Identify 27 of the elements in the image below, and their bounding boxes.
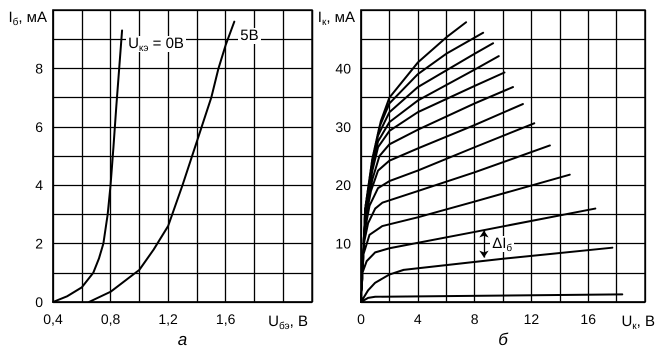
y-tick-label: 40 [335,60,352,76]
y-tick-label: 4 [35,177,44,194]
x-tick-label: 0,4 [43,311,63,327]
text: б [498,330,508,349]
y-tick-label: 20 [335,177,352,194]
x-axis-title: U$_{к}$, В [621,313,655,332]
x-tick-label: 0,8 [100,311,120,327]
annotation: ΔI$_{б}$ [490,234,514,254]
y-axis-title: I$_{к}$, мА [318,9,355,28]
y-tick-label: 8 [35,60,44,76]
y-tick-label: 2 [35,236,44,252]
x-tick-label: 16 [580,311,596,327]
y-tick-label: 6 [35,118,44,135]
x-axis-title: U$_{бэ}$, В [268,313,308,332]
x-tick-label: 1,6 [216,311,236,327]
series-label: U$_{кэ}$ = 0В [126,35,186,54]
x-tick-label: 1,2 [158,311,178,327]
y-tick-label: 30 [335,118,352,135]
series-label: 5В [238,26,261,44]
y-tick-label: 10 [335,236,352,252]
y-axis-title: I$_{б}$, мА [8,9,47,28]
x-tick-label: 4 [414,311,422,327]
text: а [178,330,188,349]
x-tick-label: 0 [357,311,366,327]
x-tick-label: 8 [470,311,479,327]
x-tick-label: 12 [524,311,540,327]
y-tick-label: 0 [35,294,44,310]
